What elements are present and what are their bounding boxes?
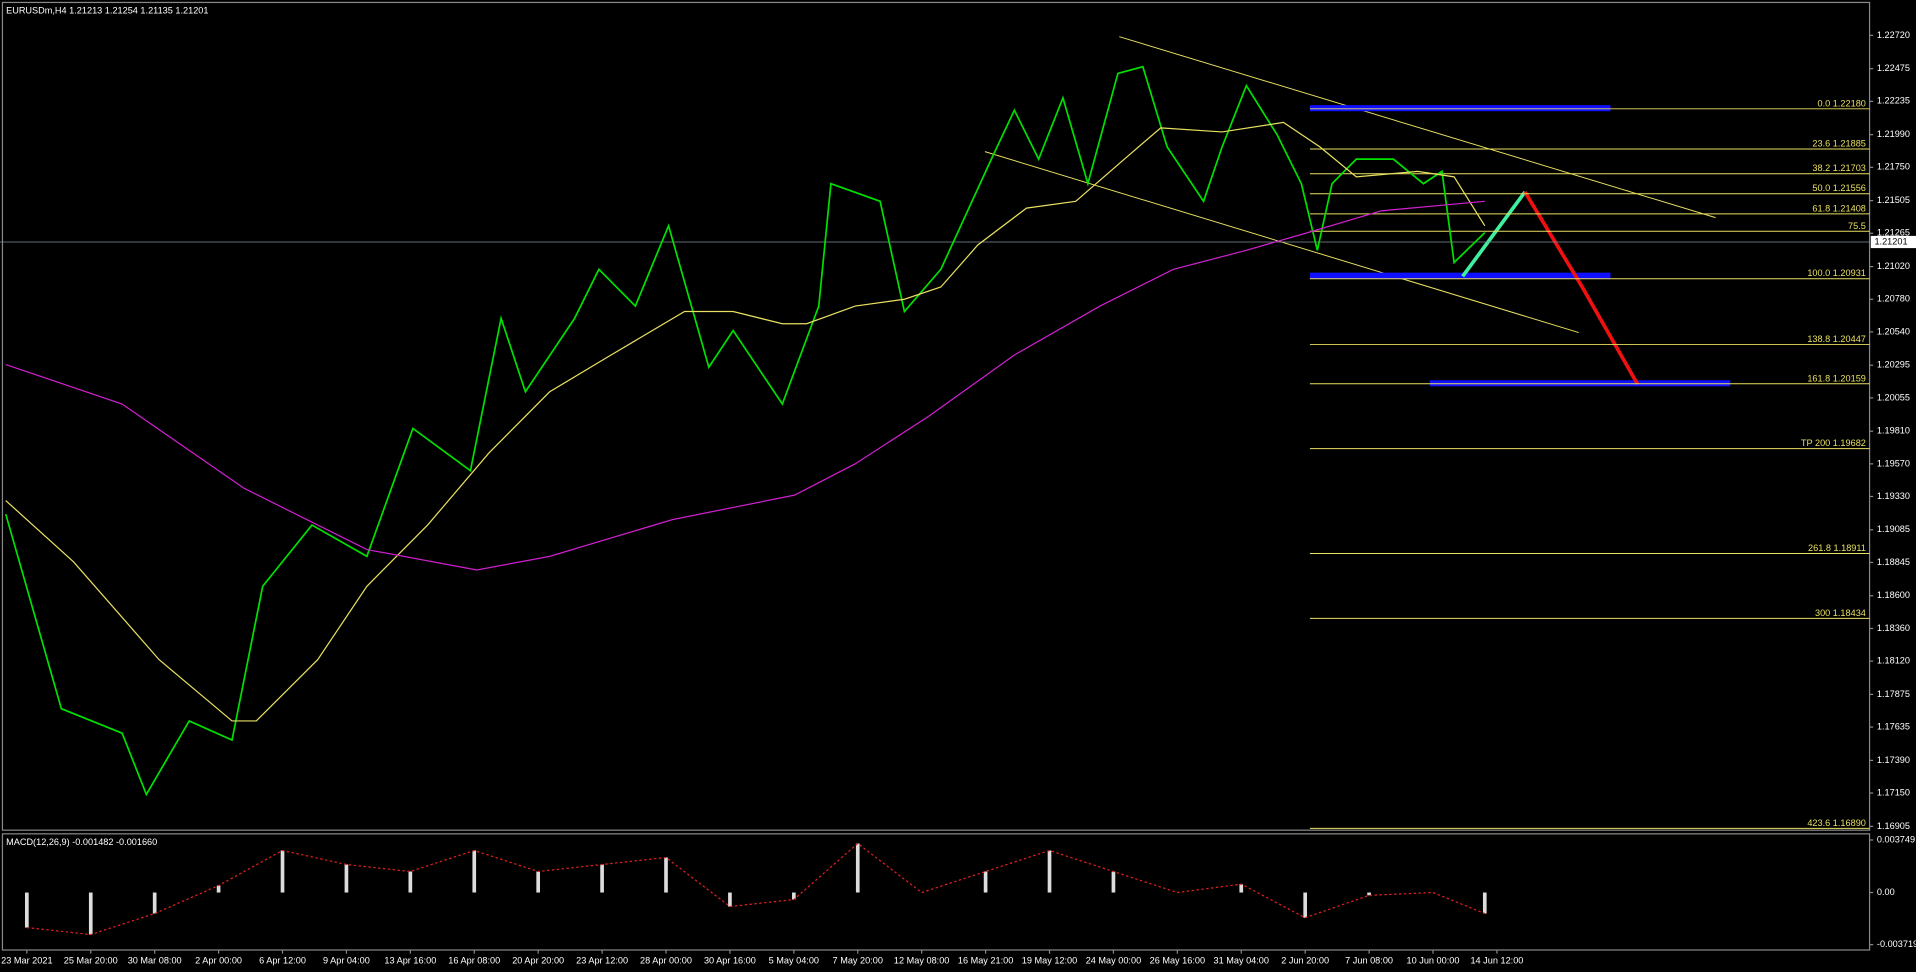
x-tick-label: 16 Apr 08:00 [448, 955, 500, 965]
arrow-up [1461, 190, 1527, 278]
y-tick-label: 1.17635 [1877, 721, 1910, 731]
trend-line [1119, 36, 1716, 219]
x-tick-label: 12 May 08:00 [894, 955, 949, 965]
y-tick-label: 1.18600 [1877, 590, 1910, 600]
x-tick-label: 23 Mar 2021 [1, 955, 52, 965]
series-line [4, 65, 1486, 797]
y-tick-label: 1.21265 [1877, 228, 1910, 238]
macd-tick-label: 0.00 [1877, 887, 1895, 897]
macd-tick-label: -0.003719 [1877, 939, 1916, 949]
fib-label: TP 200 1.19682 [1801, 438, 1866, 448]
y-tick-label: 1.18845 [1877, 557, 1910, 567]
y-tick-label: 1.21505 [1877, 195, 1910, 205]
x-tick-label: 23 Apr 12:00 [576, 955, 628, 965]
y-tick-label: 1.22720 [1877, 30, 1910, 40]
y-tick-label: 1.21750 [1877, 162, 1910, 172]
y-tick-label: 1.21020 [1877, 261, 1910, 271]
current-price-box [1870, 235, 1916, 249]
current-price-label: 1.21201 [1874, 236, 1907, 246]
y-tick-label: 1.19810 [1877, 426, 1910, 436]
fib-label: 75.5 [1848, 221, 1866, 231]
y-tick-label: 1.20780 [1877, 294, 1910, 304]
y-tick-label: 1.19330 [1877, 491, 1910, 501]
fib-label: 138.8 1.20447 [1807, 334, 1866, 344]
x-tick-label: 30 Mar 08:00 [128, 955, 182, 965]
zone [1309, 105, 1611, 112]
y-tick-label: 1.18120 [1877, 656, 1910, 666]
y-tick-label: 1.22235 [1877, 96, 1910, 106]
fib-label: 23.6 1.21885 [1812, 138, 1865, 148]
x-tick-label: 24 May 00:00 [1086, 955, 1141, 965]
fib-label: 161.8 1.20159 [1807, 373, 1866, 383]
y-tick-label: 1.17150 [1877, 787, 1910, 797]
x-tick-label: 2 Jun 20:00 [1281, 955, 1329, 965]
y-tick-label: 1.21990 [1877, 129, 1910, 139]
y-tick-label: 1.22475 [1877, 63, 1910, 73]
y-tick-label: 1.19570 [1877, 458, 1910, 468]
x-tick-label: 16 May 21:00 [958, 955, 1013, 965]
x-tick-label: 6 Apr 12:00 [259, 955, 306, 965]
x-tick-label: 13 Apr 16:00 [384, 955, 436, 965]
zone [1309, 272, 1611, 279]
fib-label: 261.8 1.18911 [1808, 543, 1866, 553]
fib-label: 61.8 1.21408 [1812, 203, 1865, 213]
x-tick-label: 30 Apr 16:00 [704, 955, 756, 965]
price-panel [1, 1, 1871, 831]
x-tick-label: 9 Apr 04:00 [323, 955, 370, 965]
y-tick-label: 1.17390 [1877, 755, 1910, 765]
macd-title: MACD(12,26,9) -0.001482 -0.001660 [6, 837, 157, 847]
y-tick-label: 1.20540 [1877, 326, 1910, 336]
fib-label: 423.6 1.16890 [1807, 818, 1866, 828]
fib-label: 38.2 1.21703 [1812, 163, 1865, 173]
fib-label: 300 1.18434 [1815, 608, 1866, 618]
x-tick-label: 7 Jun 08:00 [1345, 955, 1393, 965]
x-tick-label: 2 Apr 00:00 [195, 955, 242, 965]
x-tick-label: 20 Apr 20:00 [512, 955, 564, 965]
y-tick-label: 1.19085 [1877, 524, 1910, 534]
x-tick-label: 14 Jun 12:00 [1470, 955, 1523, 965]
arrow-down [1523, 191, 1639, 385]
x-tick-label: 5 May 04:00 [769, 955, 819, 965]
y-tick-label: 1.17875 [1877, 689, 1910, 699]
y-tick-label: 1.20055 [1877, 392, 1910, 402]
x-tick-label: 19 May 12:00 [1022, 955, 1077, 965]
series-line [5, 121, 1486, 722]
x-tick-label: 10 Jun 00:00 [1407, 955, 1460, 965]
y-tick-label: 1.18360 [1877, 623, 1910, 633]
chart-title: EURUSDm,H4 1.21213 1.21254 1.21135 1.212… [6, 5, 208, 15]
fib-label: 100.0 1.20931 [1807, 268, 1866, 278]
y-tick-label: 1.16905 [1877, 821, 1910, 831]
fib-label: 50.0 1.21556 [1812, 183, 1865, 193]
macd-tick-label: 0.003749 [1877, 834, 1915, 844]
fib-label: 0.0 1.22180 [1818, 98, 1866, 108]
x-tick-label: 7 May 20:00 [833, 955, 883, 965]
y-tick-label: 1.20295 [1877, 360, 1910, 370]
x-tick-label: 25 Mar 20:00 [64, 955, 118, 965]
series-line [5, 200, 1485, 571]
x-tick-label: 26 May 16:00 [1150, 955, 1205, 965]
x-tick-label: 28 Apr 00:00 [640, 955, 692, 965]
x-tick-label: 31 May 04:00 [1214, 955, 1269, 965]
